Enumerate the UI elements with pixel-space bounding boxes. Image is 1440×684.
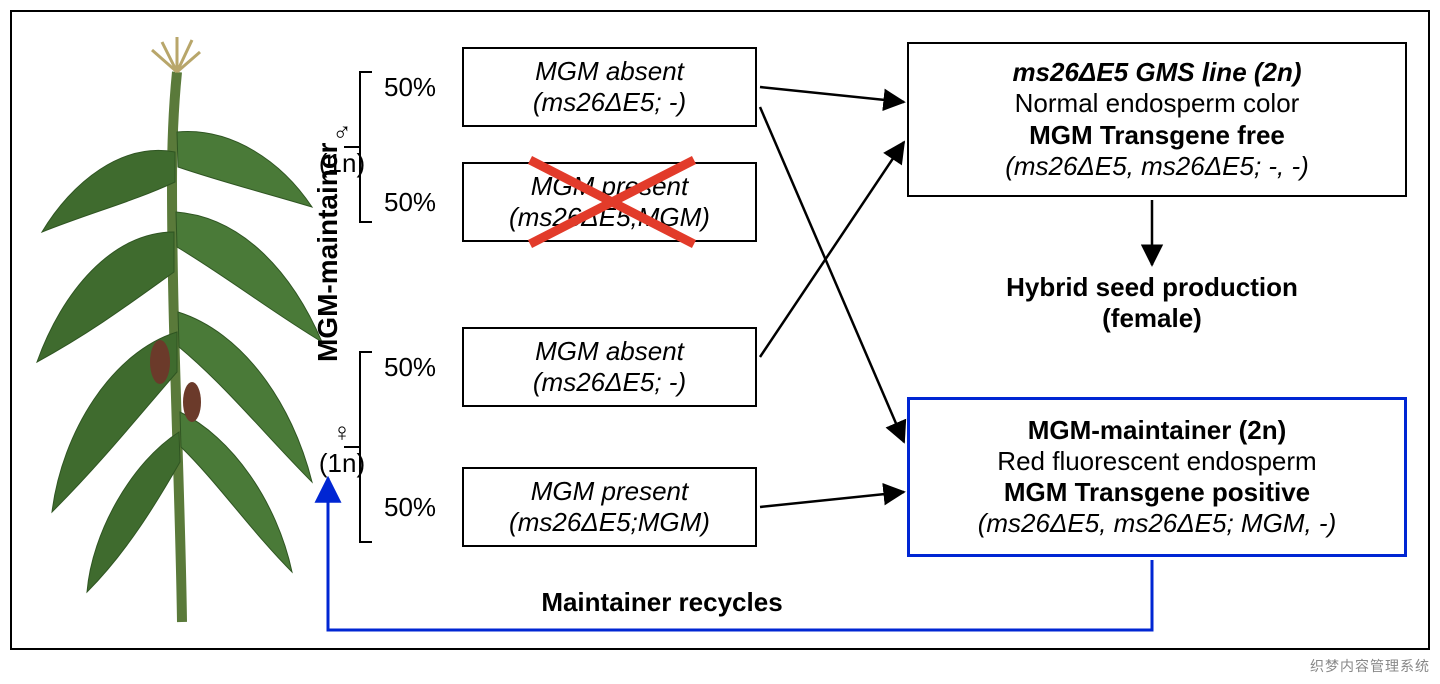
maint-l2: Red fluorescent endosperm: [924, 446, 1390, 477]
male-symbol: ♂: [312, 117, 372, 148]
female-symbol: ♀: [312, 417, 372, 448]
percent-female-bottom: 50%: [384, 492, 436, 523]
box-mgm-present-female: MGM present (ms26ΔE5;MGM): [462, 467, 757, 547]
gms-l3: MGM Transgene free: [923, 120, 1391, 151]
gms-l4: (ms26ΔE5, ms26ΔE5; -, -): [923, 151, 1391, 182]
mgm-present-female-sub: (ms26ΔE5;MGM): [474, 507, 745, 538]
gms-l2: Normal endosperm color: [923, 88, 1391, 119]
maintainer-recycles-label: Maintainer recycles: [492, 587, 832, 618]
maint-l1: MGM-maintainer (2n): [924, 415, 1390, 446]
percent-male-bottom: 50%: [384, 187, 436, 218]
box-mgm-present-male: MGM present (ms26ΔE5;MGM): [462, 162, 757, 242]
mgm-present-female-title: MGM present: [531, 476, 689, 506]
hybrid-seed-label: Hybrid seed production (female): [932, 272, 1372, 334]
mgm-present-male-sub: (ms26ΔE5;MGM): [474, 202, 745, 233]
box-gms-line: ms26ΔE5 GMS line (2n) Normal endosperm c…: [907, 42, 1407, 197]
box-mgm-maintainer: MGM-maintainer (2n) Red fluorescent endo…: [907, 397, 1407, 557]
mgm-absent-female-sub: (ms26ΔE5; -): [474, 367, 745, 398]
percent-female-top: 50%: [384, 352, 436, 383]
female-ploidy: (1n): [312, 448, 372, 479]
maint-l4: (ms26ΔE5, ms26ΔE5; MGM, -): [924, 508, 1390, 539]
mgm-absent-female-title: MGM absent: [535, 336, 684, 366]
male-symbol-label: ♂ (1n): [312, 117, 372, 179]
gms-l1: ms26ΔE5 GMS line (2n): [923, 57, 1391, 88]
box-mgm-absent-female: MGM absent (ms26ΔE5; -): [462, 327, 757, 407]
box-mgm-absent-male: MGM absent (ms26ΔE5; -): [462, 47, 757, 127]
mgm-present-male-title: MGM present: [531, 171, 689, 201]
male-ploidy: (1n): [312, 148, 372, 179]
hybrid-l2: (female): [932, 303, 1372, 334]
hybrid-l1: Hybrid seed production: [932, 272, 1372, 303]
watermark-label: 织梦内容管理系统: [1310, 656, 1430, 676]
mgm-absent-male-sub: (ms26ΔE5; -): [474, 87, 745, 118]
mgm-absent-male-title: MGM absent: [535, 56, 684, 86]
maint-l3: MGM Transgene positive: [924, 477, 1390, 508]
percent-male-top: 50%: [384, 72, 436, 103]
diagram-frame: MGM-maintainer ♂ (1n) ♀ (1n) 50% 50% 50%…: [10, 10, 1430, 650]
female-symbol-label: ♀ (1n): [312, 417, 372, 479]
